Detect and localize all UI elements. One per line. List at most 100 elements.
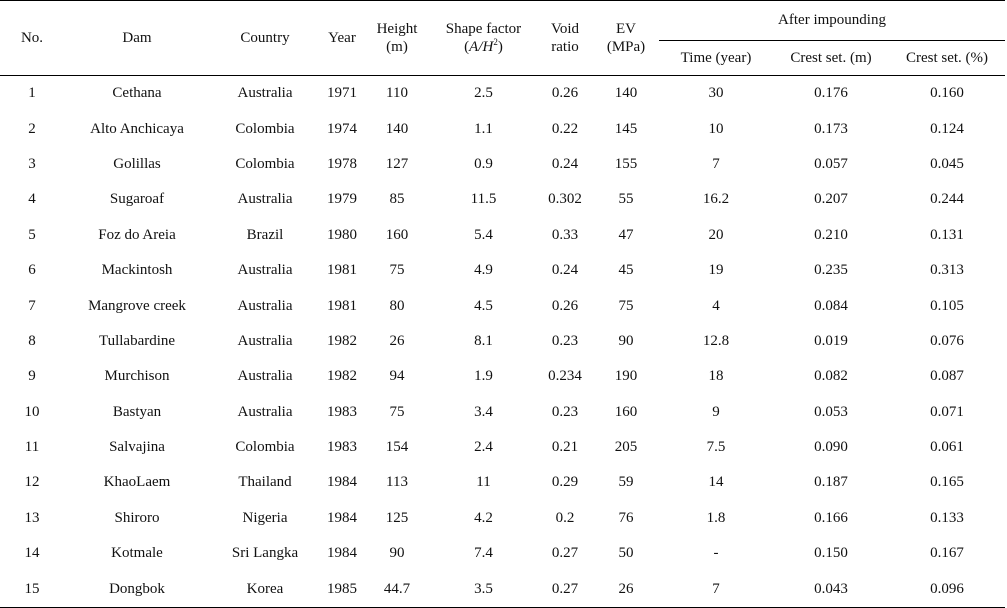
cell-time: 14: [708, 474, 724, 491]
header-country: Country: [240, 29, 290, 46]
cell-crest-m: 0.057: [814, 155, 848, 172]
cell-time: 20: [708, 226, 724, 243]
cell-time: 7: [712, 580, 720, 597]
cell-void-ratio: 0.26: [551, 297, 579, 314]
table-row: 11 Salvajina Colombia 1983 154 2.4 0.21 205 7.5 0…: [0, 430, 1005, 465]
cell-void-ratio: 0.27: [551, 545, 579, 562]
cell-time: 18: [708, 368, 724, 385]
cell-void-ratio: 0.33: [551, 226, 579, 243]
header-height-line1: Height: [376, 21, 418, 37]
header-after-impounding: After impounding: [659, 0, 1005, 41]
cell-no: 6: [28, 262, 36, 279]
cell-crest-m: 0.235: [814, 262, 848, 279]
cell-shape-factor: 0.9: [474, 155, 493, 172]
cell-ev: 76: [618, 509, 634, 526]
header-void-line1: Void: [550, 21, 580, 37]
table-row: 5 Foz do Areia Brazil 1980 160 5.4 0.33 47 20 0.2…: [0, 218, 1005, 253]
cell-year: 1974: [327, 120, 357, 137]
cell-time: 1.8: [706, 509, 726, 526]
cell-time: -: [713, 545, 719, 562]
cell-shape-factor: 3.4: [474, 403, 493, 420]
cell-year: 1979: [327, 191, 357, 208]
cell-time: 30: [708, 85, 724, 102]
cell-no: 12: [24, 474, 40, 491]
cell-country: Brazil: [246, 226, 284, 243]
cell-dam: Golillas: [113, 155, 161, 172]
cell-crest-m: 0.176: [814, 85, 848, 102]
cell-year: 1985: [327, 580, 357, 597]
cell-dam: Mackintosh: [101, 262, 173, 279]
table-body: 1 Cethana Australia 1971 110 2.5 0.26 140 30 0.17…: [0, 76, 1005, 608]
cell-void-ratio: 0.27: [551, 580, 579, 597]
cell-ev: 155: [614, 155, 638, 172]
table-row: 10 Bastyan Australia 1983 75 3.4 0.23 160 9 0.053…: [0, 395, 1005, 430]
cell-crest-m: 0.150: [814, 545, 848, 562]
header-time: Time (year): [680, 49, 752, 66]
cell-country: Australia: [237, 332, 293, 349]
cell-time: 12.8: [702, 332, 730, 349]
cell-crest-m: 0.053: [814, 403, 848, 420]
cell-crest-pct: 0.165: [930, 474, 964, 491]
cell-country: Colombia: [235, 155, 295, 172]
cell-void-ratio: 0.24: [551, 155, 579, 172]
header-crest-pct: Crest set. (%): [905, 49, 989, 66]
header-ev: EV (MPa): [593, 1, 659, 76]
cell-dam: Tullabardine: [98, 332, 176, 349]
cell-time: 19: [708, 262, 724, 279]
cell-year: 1982: [327, 332, 357, 349]
cell-dam: KhaoLaem: [103, 474, 171, 491]
cell-shape-factor: 4.2: [474, 509, 493, 526]
cell-shape-factor: 11: [476, 474, 491, 491]
header-shape-exponent: 2: [493, 37, 498, 47]
cell-no: 9: [28, 368, 36, 385]
cell-country: Australia: [237, 191, 293, 208]
cell-shape-factor: 2.5: [474, 85, 493, 102]
cell-no: 11: [24, 439, 40, 456]
header-void-line2: ratio: [551, 39, 579, 55]
cell-void-ratio: 0.22: [551, 120, 579, 137]
cell-crest-pct: 0.096: [930, 580, 964, 597]
cell-void-ratio: 0.29: [551, 474, 579, 491]
cell-dam: Salvajina: [109, 439, 165, 456]
table-row: 7 Mangrove creek Australia 1981 80 4.5 0.26 75 4…: [0, 288, 1005, 323]
cell-shape-factor: 11.5: [470, 191, 497, 208]
cell-shape-factor: 1.1: [474, 120, 493, 137]
cell-dam: Kotmale: [111, 545, 163, 562]
cell-country: Colombia: [235, 439, 295, 456]
cell-country: Thailand: [238, 474, 292, 491]
cell-crest-pct: 0.105: [930, 297, 964, 314]
cell-dam: Mangrove creek: [88, 297, 186, 314]
table-row: 3 Golillas Colombia 1978 127 0.9 0.24 155 7 0.057…: [0, 147, 1005, 182]
cell-time: 10: [708, 120, 724, 137]
cell-dam: Murchison: [104, 368, 170, 385]
cell-shape-factor: 7.4: [474, 545, 493, 562]
cell-year: 1982: [327, 368, 357, 385]
cell-shape-factor: 5.4: [474, 226, 493, 243]
cell-crest-m: 0.187: [814, 474, 848, 491]
cell-time: 7: [712, 155, 720, 172]
cell-no: 4: [28, 191, 36, 208]
table-row: 12 KhaoLaem Thailand 1984 113 11 0.29 59 14 0.187…: [0, 465, 1005, 500]
cell-crest-m: 0.090: [814, 439, 848, 456]
cell-void-ratio: 0.23: [551, 332, 579, 349]
cell-crest-m: 0.173: [814, 120, 848, 137]
table-row: 2 Alto Anchicaya Colombia 1974 140 1.1 0.22 145…: [0, 111, 1005, 146]
cell-void-ratio: 0.23: [551, 403, 579, 420]
cell-ev: 47: [618, 226, 634, 243]
cell-year: 1971: [327, 85, 357, 102]
header-ev-line2: (MPa): [606, 39, 646, 55]
cell-no: 13: [24, 509, 40, 526]
cell-shape-factor: 4.5: [474, 297, 493, 314]
cell-crest-pct: 0.071: [930, 403, 964, 420]
cell-height: 80: [389, 297, 405, 314]
cell-height: 90: [389, 545, 405, 562]
cell-crest-pct: 0.160: [930, 85, 964, 102]
header-shape-formula: A/H: [469, 39, 494, 55]
cell-height: 44.7: [383, 580, 411, 597]
header-height: Height (m): [364, 1, 430, 76]
cell-ev: 45: [618, 262, 634, 279]
cell-height: 94: [389, 368, 405, 385]
table-row: 9 Murchison Australia 1982 94 1.9 0.234 190 18 0.…: [0, 359, 1005, 394]
cell-ev: 140: [614, 85, 638, 102]
cell-crest-pct: 0.087: [930, 368, 964, 385]
